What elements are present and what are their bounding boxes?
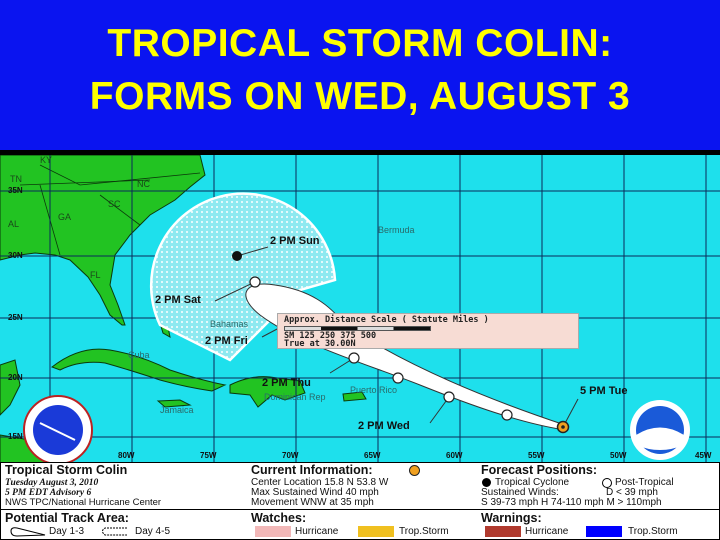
slide-title-line2: FORMS ON WED, AUGUST 3 xyxy=(89,75,631,118)
track-point-sat xyxy=(249,276,261,288)
lat-label: 35N xyxy=(8,186,23,195)
intensity-definitions: S 39-73 mph H 74-110 mph M > 110mph xyxy=(481,497,662,508)
lon-label: 55W xyxy=(528,451,545,460)
forecast-title: Forecast Positions: xyxy=(481,463,597,477)
track-point-thu xyxy=(348,352,360,364)
watch-tropstorm-label: Trop.Storm xyxy=(399,526,449,537)
scale-note: True at 30.00N xyxy=(284,339,356,349)
lat-label: 15N xyxy=(8,432,23,441)
map-legend: Tropical Storm Colin Tuesday August 3, 2… xyxy=(0,462,720,540)
post-tropical-icon xyxy=(602,478,612,488)
track-label-wed: 2 PM Wed xyxy=(358,420,410,432)
noaa-logo xyxy=(630,400,690,460)
track-label-tue: 5 PM Tue xyxy=(580,385,628,397)
watch-tropstorm-swatch xyxy=(358,526,394,537)
place-puerto-rico: Puerto Rico xyxy=(350,385,398,395)
sustained-winds-label: Sustained Winds: xyxy=(481,487,559,498)
max-wind: Max Sustained Wind 40 mph xyxy=(251,487,379,498)
nws-logo xyxy=(23,395,93,465)
lon-label: 60W xyxy=(446,451,463,460)
place-bahamas: Bahamas xyxy=(210,319,249,329)
track-label-fri: 2 PM Fri xyxy=(205,335,248,347)
track-area-title: Potential Track Area: xyxy=(5,511,129,525)
day45-cone-icon xyxy=(102,527,127,536)
track-point-wed xyxy=(443,391,455,403)
state-borders xyxy=(19,164,201,256)
warning-tropstorm-swatch xyxy=(586,526,622,537)
current-position-dot xyxy=(561,425,565,429)
agency: NWS TPC/National Hurricane Center xyxy=(5,497,162,508)
watch-hurricane-label: Hurricane xyxy=(295,526,339,537)
legend-divider xyxy=(1,509,719,510)
land xyxy=(0,154,367,464)
watches-title: Watches: xyxy=(251,511,307,525)
post-tropical-label: Post-Tropical xyxy=(615,477,674,488)
track-label-thu: 2 PM Thu xyxy=(262,377,311,389)
track-label-sat: 2 PM Sat xyxy=(155,294,201,306)
jamaica xyxy=(156,399,192,408)
movement: Movement WNW at 35 mph xyxy=(251,497,374,508)
slide-header: TROPICAL STORM COLIN: FORMS ON WED, AUGU… xyxy=(0,0,720,150)
scale-title: Approx. Distance Scale ( Statute Miles ) xyxy=(284,315,489,325)
state-label: AL xyxy=(8,219,20,229)
state-label: TN xyxy=(10,174,22,184)
scale-bar xyxy=(284,326,431,331)
scale-ticks: SM 125 250 375 500 xyxy=(284,331,377,341)
warnings-title: Warnings: xyxy=(481,511,542,525)
state-label: NC xyxy=(137,179,150,189)
track-point-thu-night xyxy=(392,372,404,384)
tropical-cyclone-label: Tropical Cyclone xyxy=(495,477,570,488)
lat-label: 20N xyxy=(8,373,23,382)
lat-label: 25N xyxy=(8,313,23,322)
hispaniola xyxy=(229,376,306,408)
lon-label: 80W xyxy=(118,451,135,460)
warning-hurricane-label: Hurricane xyxy=(525,526,569,537)
watch-hurricane-swatch xyxy=(255,526,291,537)
advisory-number: 5 PM EDT Advisory 6 xyxy=(5,488,92,498)
storm-name: Tropical Storm Colin xyxy=(5,463,128,477)
warning-hurricane-swatch xyxy=(485,526,521,537)
place-cuba: Cuba xyxy=(128,350,150,360)
day45-label: Day 4-5 xyxy=(135,526,171,537)
state-label: FL xyxy=(90,270,101,280)
day45-cone xyxy=(149,192,337,362)
yucatan xyxy=(0,359,21,416)
track-label-sun: 2 PM Sun xyxy=(270,235,320,247)
place-bermuda: Bermuda xyxy=(378,225,415,235)
map-graphic xyxy=(0,154,720,465)
track-point-tue-night xyxy=(501,409,513,421)
tropical-cyclone-icon xyxy=(482,478,491,487)
current-info-title: Current Information: xyxy=(251,463,373,477)
divider xyxy=(0,150,720,155)
state-label: GA xyxy=(58,212,72,222)
place-dominican-rep: Dominican Rep xyxy=(264,392,326,402)
forecast-map: Approx. Distance Scale ( Statute Miles )… xyxy=(0,154,720,465)
state-label: SC xyxy=(108,199,121,209)
place-jamaica: Jamaica xyxy=(160,405,194,415)
lat-label: 30N xyxy=(8,251,23,260)
depression-definition: D < 39 mph xyxy=(606,487,658,498)
lon-label: 75W xyxy=(200,451,217,460)
distance-scale: Approx. Distance Scale ( Statute Miles )… xyxy=(277,313,579,349)
advisory-date: Tuesday August 3, 2010 xyxy=(5,478,99,488)
warning-tropstorm-label: Trop.Storm xyxy=(628,526,678,537)
center-location: Center Location 15.8 N 53.8 W xyxy=(251,477,389,488)
state-label: KY xyxy=(40,155,53,165)
lon-label: 70W xyxy=(282,451,299,460)
puerto-rico xyxy=(342,391,367,402)
current-position-icon xyxy=(409,465,420,476)
day13-label: Day 1-3 xyxy=(49,526,85,537)
lon-label: 65W xyxy=(364,451,381,460)
lon-label: 50W xyxy=(610,451,627,460)
track-point-sun xyxy=(232,251,242,261)
lon-label: 45W xyxy=(695,451,712,460)
day13-cone-icon xyxy=(10,527,46,537)
slide-title-line1: TROPICAL STORM COLIN: xyxy=(107,22,613,65)
cuba xyxy=(50,348,227,392)
